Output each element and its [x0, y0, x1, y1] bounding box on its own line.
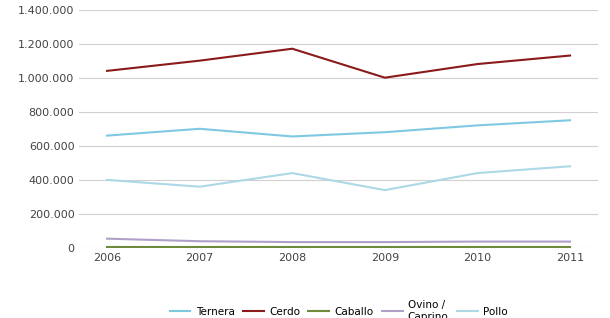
Ternera	[474, 123, 481, 127]
Ternera	[289, 135, 296, 138]
Cerdo	[566, 54, 573, 58]
Ternera	[381, 130, 389, 134]
Pollo	[474, 171, 481, 175]
Cerdo	[196, 59, 203, 63]
Cerdo	[381, 76, 389, 80]
Ovino / Caprino	[381, 240, 389, 244]
Legend: Ternera, Cerdo, Caballo, Ovino /
Caprino, Pollo: Ternera, Cerdo, Caballo, Ovino / Caprino…	[165, 296, 512, 318]
Line: Cerdo: Cerdo	[107, 49, 570, 78]
Cerdo	[474, 62, 481, 66]
Ternera	[104, 134, 111, 137]
Cerdo	[104, 69, 111, 73]
Caballo	[104, 245, 111, 249]
Ovino / Caprino	[104, 237, 111, 241]
Caballo	[289, 245, 296, 249]
Cerdo	[289, 47, 296, 51]
Caballo	[474, 245, 481, 249]
Line: Pollo: Pollo	[107, 166, 570, 190]
Caballo	[196, 245, 203, 249]
Ovino / Caprino	[566, 240, 573, 244]
Ternera	[196, 127, 203, 131]
Ovino / Caprino	[289, 240, 296, 244]
Pollo	[196, 185, 203, 189]
Pollo	[566, 164, 573, 168]
Pollo	[381, 188, 389, 192]
Ovino / Caprino	[196, 239, 203, 243]
Caballo	[381, 245, 389, 249]
Ovino / Caprino	[474, 240, 481, 244]
Ternera	[566, 118, 573, 122]
Line: Ovino / Caprino: Ovino / Caprino	[107, 239, 570, 242]
Pollo	[289, 171, 296, 175]
Line: Ternera: Ternera	[107, 120, 570, 136]
Pollo	[104, 178, 111, 182]
Caballo	[566, 245, 573, 249]
